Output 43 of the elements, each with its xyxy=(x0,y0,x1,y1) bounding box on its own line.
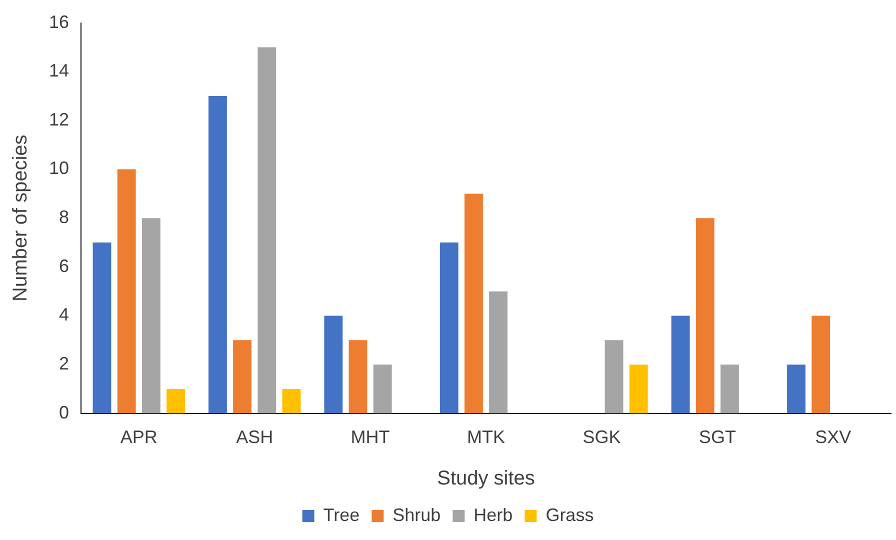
legend-label: Tree xyxy=(323,504,360,525)
bar xyxy=(464,194,483,414)
bar xyxy=(233,340,252,414)
bar xyxy=(671,316,690,414)
x-tick-label: SGK xyxy=(582,427,621,448)
bar xyxy=(324,316,343,414)
bar xyxy=(282,388,301,414)
bar xyxy=(208,96,227,414)
legend-label: Herb xyxy=(474,504,513,525)
bar xyxy=(604,340,624,414)
y-tick-label: 4 xyxy=(59,304,70,325)
bar xyxy=(142,218,160,414)
bar xyxy=(258,47,276,414)
y-tick-label: 14 xyxy=(48,60,70,81)
bar xyxy=(696,218,714,414)
bar xyxy=(166,388,185,414)
bar xyxy=(489,291,508,414)
bar xyxy=(373,364,392,414)
x-tick-label: SGT xyxy=(698,427,736,448)
y-tick-label: 0 xyxy=(59,402,70,422)
y-axis-title: Number of species xyxy=(10,134,32,302)
y-tick-label: 16 xyxy=(48,12,70,32)
y-tick-label: 2 xyxy=(59,354,70,374)
y-tick-label: 8 xyxy=(59,207,70,228)
x-tick-label: ASH xyxy=(236,427,274,448)
x-tick-label: MTK xyxy=(467,427,506,448)
legend-label: Grass xyxy=(546,504,594,525)
bar xyxy=(440,242,458,414)
y-tick-label: 12 xyxy=(48,109,70,130)
x-tick-label: SXV xyxy=(815,427,852,448)
bar xyxy=(812,316,830,414)
x-tick-label: APR xyxy=(120,427,158,448)
legend-label: Shrub xyxy=(392,504,441,525)
bar xyxy=(92,242,112,414)
bar xyxy=(720,364,739,414)
y-tick-label: 10 xyxy=(48,158,70,178)
bar xyxy=(117,169,136,414)
x-tick-label: MHT xyxy=(350,427,390,448)
bar xyxy=(787,364,806,414)
bar xyxy=(629,364,648,414)
x-axis-title: Study sites xyxy=(437,468,535,490)
y-tick-label: 6 xyxy=(59,256,70,276)
bar xyxy=(348,340,368,414)
